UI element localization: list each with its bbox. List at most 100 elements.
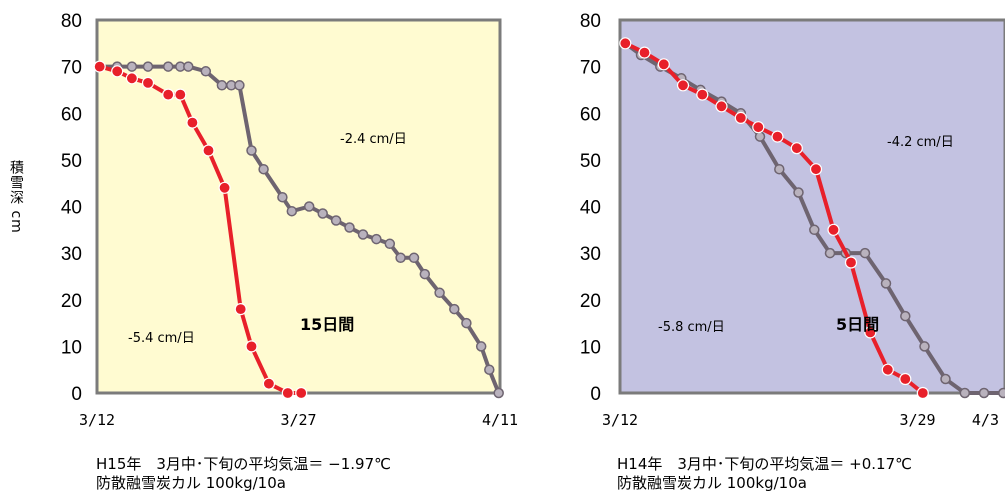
data-point-gray xyxy=(142,61,154,72)
data-point-gray xyxy=(880,278,892,289)
caption-right-line1: H14年 3月中･下旬の平均気温＝ +0.17℃ xyxy=(617,455,912,473)
data-point-red xyxy=(162,88,175,101)
data-point-red xyxy=(790,142,803,155)
data-point-red xyxy=(111,65,124,78)
data-point-gray xyxy=(384,238,396,250)
data-point-red xyxy=(864,326,877,339)
y-tick-label: 20 xyxy=(580,291,601,312)
x-tick-label: 4/11 xyxy=(482,411,518,429)
data-point-gray xyxy=(449,303,460,315)
data-point-gray xyxy=(434,287,445,299)
gray-rate-label-left: -2.4 cm/日 xyxy=(340,132,407,147)
data-point-gray xyxy=(234,80,245,91)
data-point-gray xyxy=(371,233,382,245)
data-point-red xyxy=(202,144,215,157)
y-tick-label: 80 xyxy=(61,11,82,32)
data-point-red xyxy=(141,76,155,90)
data-point-gray xyxy=(183,61,194,72)
data-point-red xyxy=(295,386,308,400)
red-rate-label-left: -5.4 cm/日 xyxy=(128,331,195,346)
data-point-red xyxy=(899,372,912,386)
data-point-gray xyxy=(978,387,990,399)
data-point-gray xyxy=(959,387,971,399)
caption-left: H15年 3月中･下旬の平均気温＝ −1.97℃ 防散融雪炭カル 100kg/1… xyxy=(96,455,391,493)
data-point-gray xyxy=(162,61,174,72)
data-point-red xyxy=(844,256,858,269)
data-point-red xyxy=(619,37,632,50)
y-tick-label: 0 xyxy=(71,384,82,405)
data-point-gray xyxy=(940,373,951,385)
data-point-gray xyxy=(493,387,504,399)
data-point-red xyxy=(916,386,929,400)
y-tick-label: 50 xyxy=(580,151,601,172)
y-ticks-right: 0 10 20 30 40 50 60 70 80 xyxy=(580,11,601,405)
data-point-red xyxy=(125,72,138,85)
y-tick-label: 10 xyxy=(61,337,82,358)
data-point-gray xyxy=(246,145,257,156)
data-point-gray xyxy=(303,201,315,212)
data-point-gray xyxy=(484,364,495,375)
data-point-red xyxy=(245,340,258,353)
plot-area-left xyxy=(95,18,502,395)
caption-left-line1: H15年 3月中･下旬の平均気温＝ −1.97℃ xyxy=(96,455,391,473)
y-tick-label: 70 xyxy=(580,58,601,79)
data-point-red xyxy=(281,386,294,400)
data-point-gray xyxy=(793,187,804,198)
data-point-gray xyxy=(754,131,766,142)
data-point-gray xyxy=(330,215,342,226)
red-rate-label-right: -5.8 cm/日 xyxy=(658,320,725,335)
data-point-red xyxy=(734,111,747,125)
y-tick-label: 0 xyxy=(590,384,601,405)
y-tick-label: 80 xyxy=(580,11,601,32)
data-point-gray xyxy=(126,61,138,72)
data-point-gray xyxy=(461,317,472,329)
series-left xyxy=(93,60,504,400)
gray-rate-label-right: -4.2 cm/日 xyxy=(887,135,954,150)
data-point-red xyxy=(93,60,106,73)
data-point-gray xyxy=(408,252,420,264)
data-point-gray xyxy=(919,341,930,352)
data-point-gray xyxy=(900,310,911,322)
data-point-red xyxy=(752,121,765,134)
chart-left: 0 10 20 30 40 50 60 70 80 3/12 3/27 4/11 -2.4 cm/日… xyxy=(61,11,518,429)
data-point-red xyxy=(715,100,728,113)
y-tick-label: 50 xyxy=(61,151,82,172)
y-tick-label: 70 xyxy=(61,58,82,79)
data-point-gray xyxy=(824,247,836,259)
series-right xyxy=(619,37,1005,400)
data-point-gray xyxy=(216,80,228,91)
x-tick-label: 4/3 xyxy=(972,411,999,429)
y-tick-label: 60 xyxy=(580,104,601,125)
data-point-gray xyxy=(258,163,269,175)
data-point-gray xyxy=(475,341,487,352)
y-tick-label: 30 xyxy=(580,244,601,265)
data-point-gray xyxy=(859,247,871,259)
data-point-gray xyxy=(395,252,406,264)
x-tick-label: 3/29 xyxy=(899,411,935,429)
x-tick-label: 3/12 xyxy=(602,411,638,429)
y-axis-label: 積雪深 cm xyxy=(8,160,24,234)
data-point-gray xyxy=(357,229,369,240)
data-point-red xyxy=(809,163,823,176)
data-point-gray xyxy=(419,268,431,280)
x-tick-label: 3/12 xyxy=(79,411,115,429)
y-tick-label: 10 xyxy=(580,337,601,358)
data-point-red xyxy=(771,130,784,143)
y-tick-label: 60 xyxy=(61,104,82,125)
data-point-red xyxy=(234,303,247,316)
data-point-red xyxy=(262,377,275,390)
caption-right-line2: 防散融雪炭カル 100kg/10a xyxy=(617,474,807,492)
data-point-gray xyxy=(809,224,820,236)
data-point-red xyxy=(657,58,670,71)
y-tick-label: 40 xyxy=(61,198,82,219)
x-ticks-right: 3/12 3/29 4/3 xyxy=(602,411,999,429)
difference-label-left: 15日間 xyxy=(300,315,354,334)
data-point-gray xyxy=(200,66,212,77)
data-point-gray xyxy=(277,191,288,203)
y-ticks-left: 0 10 20 30 40 50 60 70 80 xyxy=(61,11,82,405)
data-point-red xyxy=(696,88,709,101)
caption-right: H14年 3月中･下旬の平均気温＝ +0.17℃ 防散融雪炭カル 100kg/1… xyxy=(617,455,912,493)
x-ticks-left: 3/12 3/27 4/11 xyxy=(79,411,518,429)
